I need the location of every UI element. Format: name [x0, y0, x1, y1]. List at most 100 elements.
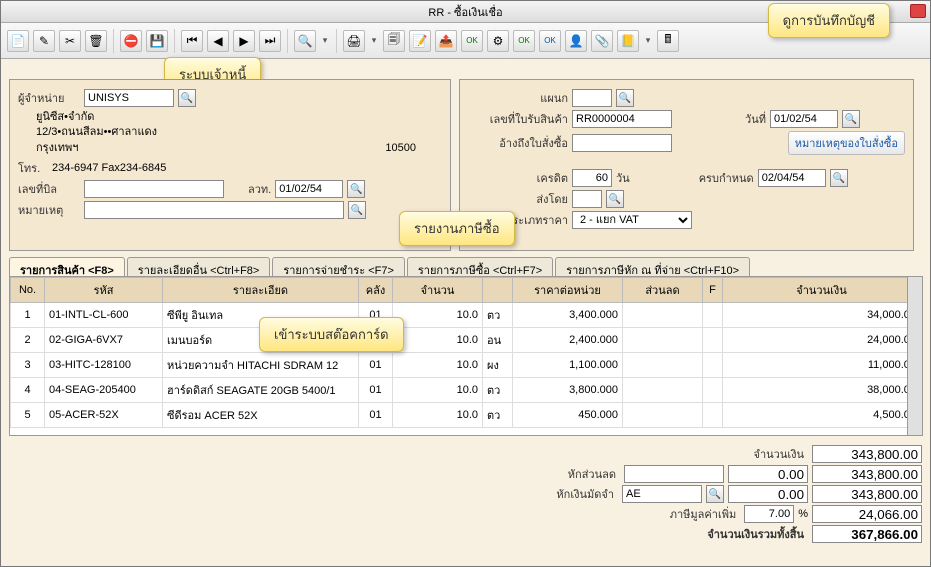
ok2-button[interactable]: OK — [513, 30, 535, 52]
trash-icon: 🗑 — [88, 34, 103, 48]
calc-icon: 🖩 — [664, 30, 671, 51]
note-icon: 📝 — [413, 34, 428, 48]
save-button[interactable]: 💾 — [146, 30, 168, 52]
calc-button[interactable]: 🖩 — [657, 30, 679, 52]
cancel-icon: ⛔ — [124, 34, 139, 48]
preview-button[interactable]: 🗐 — [383, 30, 405, 52]
dept-label: แผนก — [468, 89, 568, 107]
separator — [287, 29, 288, 53]
acct-dropdown[interactable]: ▾ — [643, 35, 653, 46]
billdate-label: ลวท. — [248, 180, 271, 198]
totals-panel: จำนวนเงิน หักส่วนลด หักเงินมัดจำ 🔍 ภาษีม… — [362, 443, 922, 545]
col-price: ราคาต่อหน่วย — [513, 278, 623, 303]
close-icon[interactable] — [910, 4, 926, 18]
ledger-icon: 📒 — [621, 34, 636, 48]
deposit-amt — [728, 485, 808, 503]
vendor-lookup[interactable]: 🔍 — [178, 89, 196, 107]
billdate-input[interactable] — [275, 180, 343, 198]
ok3-button[interactable]: OK — [539, 30, 561, 52]
col-no: No. — [11, 278, 45, 303]
remark-lookup[interactable]: 🔍 — [348, 201, 366, 219]
poref-input[interactable] — [572, 134, 672, 152]
next-button[interactable]: ▶ — [233, 30, 255, 52]
vat-rate[interactable] — [744, 505, 794, 523]
deposit-code[interactable] — [622, 485, 702, 503]
due-input[interactable] — [758, 169, 826, 187]
cut-button[interactable]: ✂ — [59, 30, 81, 52]
window-title: RR - ซื้อเงินเชื่อ — [428, 3, 502, 21]
search-button[interactable]: 🔍 — [294, 30, 316, 52]
vendor-panel: ผู้จำหน่าย 🔍 ยูนิซีส•จำกัด 12/3•ถนนสีลม•… — [9, 79, 451, 251]
remark-input[interactable] — [84, 201, 344, 219]
dept-input[interactable] — [572, 89, 612, 107]
grid-scrollbar[interactable] — [907, 276, 923, 436]
last-button[interactable]: ⏭ — [259, 30, 281, 52]
items-grid[interactable]: No. รหัส รายละเอียด คลัง จำนวน ราคาต่อหน… — [9, 276, 922, 436]
vendor-line3: กรุงเทพฯ — [36, 141, 78, 156]
print-dropdown[interactable]: ▾ — [369, 35, 379, 46]
disc-input[interactable] — [624, 465, 724, 483]
credit-input[interactable] — [572, 169, 612, 187]
vendor-label: ผู้จำหน่าย — [18, 89, 80, 107]
grand-label: จำนวนเงินรวมทั้งสิ้น — [707, 525, 804, 543]
date-input[interactable] — [770, 110, 838, 128]
postal-code: 10500 — [385, 141, 416, 156]
shipby-lookup[interactable]: 🔍 — [606, 190, 624, 208]
separator — [336, 29, 337, 53]
shipby-label: ส่งโดย — [468, 190, 568, 208]
save-icon: 💾 — [150, 34, 165, 48]
delete-button[interactable]: 🗑 — [85, 30, 107, 52]
dept-lookup[interactable]: 🔍 — [616, 89, 634, 107]
rrno-label: เลขที่ใบรับสินค้า — [468, 110, 568, 128]
after-deposit — [812, 485, 922, 503]
col-wh: คลัง — [359, 278, 393, 303]
print-icon: 🖨 — [346, 34, 361, 48]
table-row[interactable]: 404-SEAG-205400ฮาร์ดดิสก์ SEAGATE 20GB 5… — [11, 378, 921, 403]
billdate-lookup[interactable]: 🔍 — [347, 180, 365, 198]
ok1-button[interactable]: OK — [461, 30, 483, 52]
preview-icon: 🗐 — [388, 30, 400, 51]
deposit-lookup[interactable]: 🔍 — [706, 485, 724, 503]
phone-value: 234-6947 Fax234-6845 — [52, 162, 166, 174]
vendor-line2: 12/3•ถนนสีลม••ศาลาแดง — [36, 125, 442, 140]
search-dropdown[interactable]: ▾ — [320, 35, 330, 46]
poref-label: อ้างถึงใบสั่งซื้อ — [468, 134, 568, 152]
stamp-button[interactable]: 👤 — [565, 30, 587, 52]
cfg-button[interactable]: ⚙ — [487, 30, 509, 52]
date-lookup[interactable]: 🔍 — [842, 110, 860, 128]
export-icon: 📤 — [439, 34, 454, 48]
po-note-button[interactable]: หมายเหตุของใบสั่งซื้อ — [788, 131, 905, 155]
billno-input[interactable] — [84, 180, 224, 198]
col-qty: จำนวน — [393, 278, 483, 303]
billno-label: เลขที่บิล — [18, 180, 80, 198]
table-row[interactable]: 101-INTL-CL-600ซีพียู อินเทล0110.0ตว3,40… — [11, 303, 921, 328]
attach-icon: 📎 — [595, 34, 610, 48]
due-lookup[interactable]: 🔍 — [830, 169, 848, 187]
pricetype-select[interactable]: 2 - แยก VAT — [572, 211, 692, 229]
table-row[interactable]: 303-HITC-128100หน่วยความจำ HITACHI SDRAM… — [11, 353, 921, 378]
cancel-button[interactable]: ⛔ — [120, 30, 142, 52]
attach-button[interactable]: 📎 — [591, 30, 613, 52]
first-button[interactable]: ⏮ — [181, 30, 203, 52]
note-button[interactable]: 📝 — [409, 30, 431, 52]
gear-icon: ⚙ — [493, 34, 504, 48]
remark-label: หมายเหตุ — [18, 201, 80, 219]
disc-label: หักส่วนลด — [568, 465, 616, 483]
credit-label: เครดิต — [468, 169, 568, 187]
rrno-input[interactable] — [572, 110, 672, 128]
new-button[interactable]: 📄 — [7, 30, 29, 52]
acct-button[interactable]: 📒 — [617, 30, 639, 52]
callout-stockcard: เข้าระบบสต๊อคการ์ด — [259, 317, 404, 352]
due-label: ครบกำหนด — [654, 169, 754, 187]
print-button[interactable]: 🖨 — [343, 30, 365, 52]
prev-button[interactable]: ◀ — [207, 30, 229, 52]
vendor-line1: ยูนิซีส•จำกัด — [36, 110, 442, 125]
col-desc: รายละเอียด — [163, 278, 359, 303]
vendor-input[interactable] — [84, 89, 174, 107]
edit-button[interactable]: ✎ — [33, 30, 55, 52]
shipby-input[interactable] — [572, 190, 602, 208]
separator — [174, 29, 175, 53]
table-row[interactable]: 202-GIGA-6VX7เมนบอร์ด10.0อน2,400.00024,0… — [11, 328, 921, 353]
export-button[interactable]: 📤 — [435, 30, 457, 52]
table-row[interactable]: 505-ACER-52Xซีดีรอม ACER 52X0110.0ตว450.… — [11, 403, 921, 428]
